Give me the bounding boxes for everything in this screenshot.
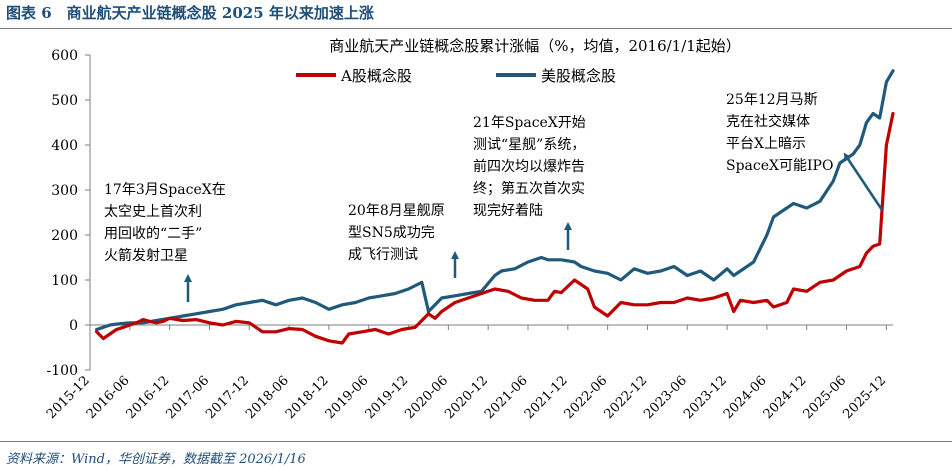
figure-title: 图表 6 商业航天产业链概念股 2025 年以来加速上涨 <box>6 4 374 22</box>
figure-source: 资料来源：Wind，华创证券，数据截至 2026/1/16 <box>6 452 306 467</box>
chart-title: 商业航天产业链概念股累计涨幅（%，均值，2016/1/1起始） <box>329 37 741 55</box>
x-tick-label: 2016-06 <box>84 373 133 422</box>
x-tick-label: 2019-06 <box>323 373 372 422</box>
chart-annotations: 17年3月SpaceX在太空史上首次利用回收的“二手”火箭发射卫星 20年8月星舰… <box>104 92 884 302</box>
annotation-2: 20年8月星舰原型SN5成功完成飞行测试 <box>348 203 459 278</box>
legend-label: 美股概念股 <box>541 67 616 85</box>
chart-series <box>94 69 895 345</box>
annotation-text: 17年3月SpaceX在太空史上首次利用回收的“二手”火箭发射卫星 <box>104 182 226 264</box>
annotation-text: 25年12月马斯克在社交媒体平台X上暗示 SpaceX可能IPO <box>726 92 833 174</box>
x-tick-label: 2022-12 <box>601 373 650 422</box>
x-tick-label: 2023-06 <box>641 373 690 422</box>
annotation-text: 20年8月星舰原型SN5成功完成飞行测试 <box>348 203 445 263</box>
y-tick-label: 300 <box>51 183 78 199</box>
x-tick-label: 2021-06 <box>482 373 531 422</box>
x-tick-label: 2020-12 <box>442 373 491 422</box>
x-tick-label: 2025-12 <box>840 373 889 422</box>
annotation-3: 21年SpaceX开始测试“星舰”系统，前四次均以爆炸告终；第五次首次实现完好着… <box>473 115 586 250</box>
annotation-4: 25年12月马斯克在社交媒体平台X上暗示 SpaceX可能IPO <box>726 92 884 211</box>
x-tick-label: 2020-06 <box>402 373 451 422</box>
y-tick-label: 0 <box>69 318 78 334</box>
x-tick-label: 2016-12 <box>124 373 173 422</box>
annotation-arrow <box>843 152 884 211</box>
legend-item-a-share: A股概念股 <box>296 67 412 85</box>
x-tick-label: 2019-12 <box>363 373 412 422</box>
x-tick-label: 2024-12 <box>761 373 810 422</box>
x-tick-label: 2017-12 <box>203 373 252 422</box>
x-tick-label: 2018-06 <box>243 373 292 422</box>
y-tick-label: 600 <box>51 48 78 64</box>
y-tick-label: 500 <box>51 93 78 109</box>
annotation-text: 21年SpaceX开始测试“星舰”系统，前四次均以爆炸告终；第五次首次实现完好着… <box>473 115 586 219</box>
x-tick-label: 2015-12 <box>44 373 93 422</box>
x-tick-label: 2018-12 <box>283 373 332 422</box>
legend-item-us: 美股概念股 <box>496 67 616 85</box>
x-tick-label: 2021-12 <box>522 373 571 422</box>
a-share-series-line <box>94 111 895 345</box>
chart-legend: A股概念股 美股概念股 <box>296 67 616 85</box>
legend-label: A股概念股 <box>340 67 412 85</box>
source-divider <box>0 441 952 442</box>
y-tick-label: 400 <box>51 138 78 154</box>
x-tick-label: 2017-06 <box>163 373 212 422</box>
line-chart: 商业航天产业链概念股累计涨幅（%，均值，2016/1/1起始） A股概念股 美股概… <box>44 37 895 422</box>
x-tick-label: 2023-12 <box>681 373 730 422</box>
x-tick-label: 2024-06 <box>721 373 770 422</box>
annotation-1: 17年3月SpaceX在太空史上首次利用回收的“二手”火箭发射卫星 <box>104 182 226 302</box>
title-divider <box>0 28 952 29</box>
x-tick-label: 2025-06 <box>801 373 850 422</box>
x-tick-label: 2022-06 <box>562 373 611 422</box>
us-series-line <box>94 69 895 332</box>
y-tick-label: -100 <box>47 363 78 379</box>
y-tick-label: 100 <box>51 273 78 289</box>
y-tick-label: 200 <box>51 228 78 244</box>
